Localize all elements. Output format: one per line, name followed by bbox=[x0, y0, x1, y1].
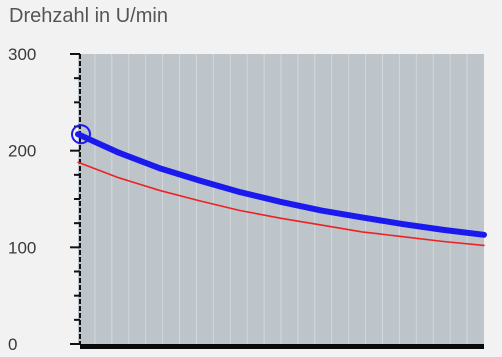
series-line-0 bbox=[75, 131, 487, 238]
y-tick-label: 300 bbox=[8, 45, 36, 64]
x-axis-bar bbox=[80, 344, 484, 349]
grid-lines bbox=[94, 54, 468, 344]
y-tick-label: 100 bbox=[8, 238, 36, 257]
series-lines bbox=[75, 131, 487, 247]
chart-title: Drehzahl in U/min bbox=[9, 5, 168, 27]
y-tick-label: 200 bbox=[8, 142, 36, 161]
tick-labels: 0 100 200 300 bbox=[8, 45, 36, 354]
series-marker bbox=[71, 124, 91, 145]
series-line-1 bbox=[77, 161, 485, 247]
y-tick-label: 0 bbox=[8, 335, 17, 354]
markers bbox=[71, 124, 91, 145]
